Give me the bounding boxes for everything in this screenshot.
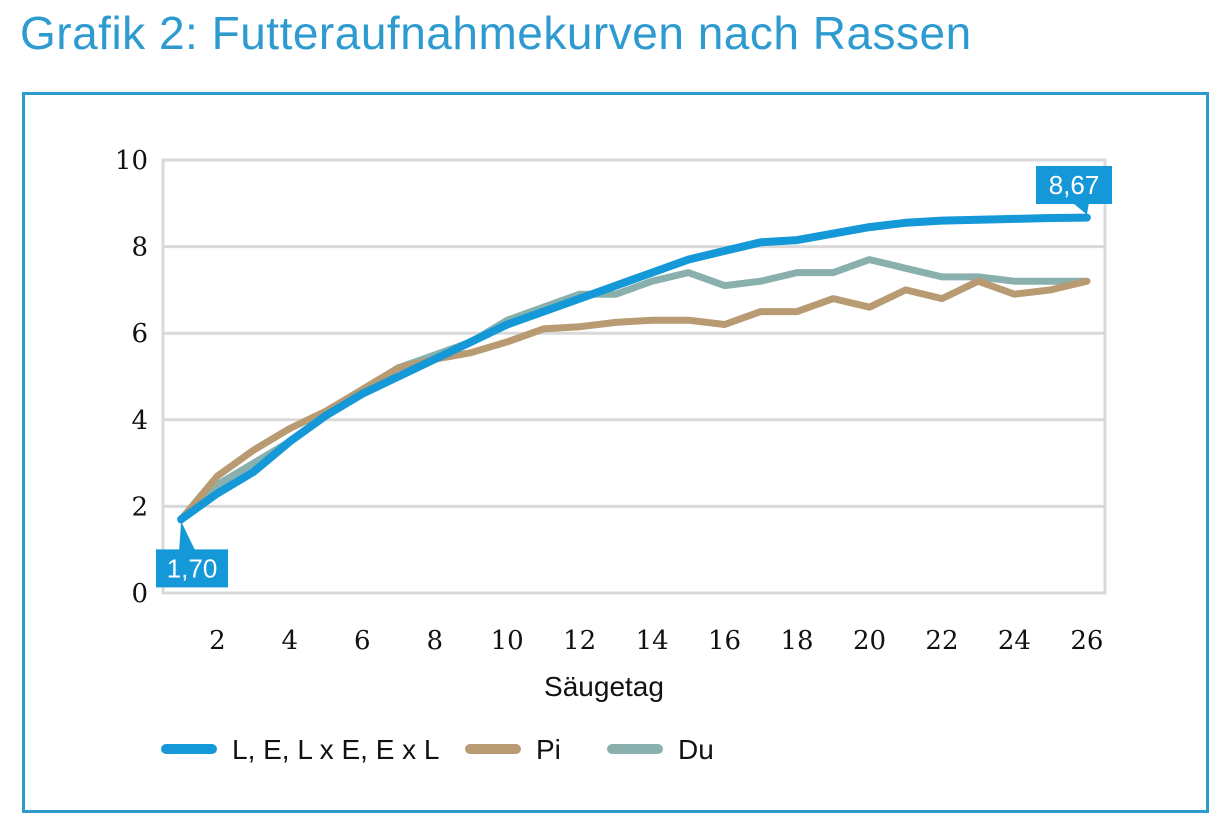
chart-frame <box>22 92 1209 813</box>
y-tick-label: 0 <box>131 579 148 609</box>
series-line <box>177 277 1091 523</box>
series-line <box>177 256 1091 523</box>
y-axis-ticks: 0 2 4 6 8 10 <box>115 146 148 609</box>
data-label: 1,70 <box>156 521 228 588</box>
legend-item: L, E, L x E, E x L <box>161 734 440 765</box>
y-tick-label: 6 <box>131 319 148 349</box>
chart-title: Grafik 2: Futteraufnahmekurven nach Rass… <box>20 7 972 59</box>
y-tick-label: 10 <box>115 146 148 176</box>
data-label-pointer <box>179 521 196 551</box>
x-tick-label: 20 <box>853 626 886 656</box>
legend-label: L, E, L x E, E x L <box>232 734 440 765</box>
data-label-text: 1,70 <box>167 553 218 583</box>
data-label-pointer <box>1072 203 1089 215</box>
legend-item: Du <box>607 734 714 765</box>
x-tick-label: 8 <box>426 626 443 656</box>
legend: L, E, L x E, E x L Pi Du <box>161 734 714 765</box>
x-tick-label: 10 <box>491 626 524 656</box>
data-annotations: 1,70 8,67 <box>156 166 1112 588</box>
x-tick-label: 18 <box>780 626 813 656</box>
x-tick-label: 12 <box>563 626 596 656</box>
x-tick-label: 16 <box>708 626 741 656</box>
grid-lines <box>163 158 1105 595</box>
plot-area-border <box>161 158 1107 595</box>
data-label-box <box>1036 166 1112 204</box>
legend-label: Pi <box>536 734 561 765</box>
x-tick-label: 14 <box>636 626 669 656</box>
x-axis-label: Säugetag <box>544 671 664 702</box>
series-lines <box>177 213 1091 524</box>
x-tick-label: 2 <box>209 626 226 656</box>
data-label-text: 8,67 <box>1049 170 1100 200</box>
x-tick-label: 22 <box>925 626 958 656</box>
legend-item: Pi <box>465 734 561 765</box>
y-tick-label: 4 <box>131 406 148 436</box>
x-axis-ticks: 2 4 6 8 10 12 14 16 18 20 22 24 26 <box>209 626 1103 656</box>
x-tick-label: 4 <box>282 626 299 656</box>
x-tick-label: 24 <box>998 626 1031 656</box>
x-tick-label: 26 <box>1070 626 1103 656</box>
x-tick-label: 6 <box>354 626 371 656</box>
series-line <box>177 213 1091 524</box>
data-label: 8,67 <box>1036 166 1112 215</box>
data-label-box <box>156 549 228 588</box>
legend-label: Du <box>678 734 714 765</box>
y-tick-label: 2 <box>131 492 148 522</box>
y-tick-label: 8 <box>131 233 148 263</box>
